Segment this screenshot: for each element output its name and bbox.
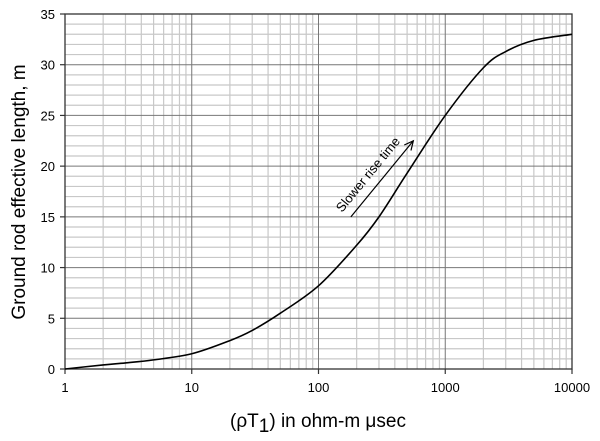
y-tick-label: 25 xyxy=(41,108,55,123)
arrowhead-icon xyxy=(404,139,415,151)
y-tick-label: 35 xyxy=(41,7,55,22)
y-tick-label: 0 xyxy=(48,362,55,377)
y-tick-label: 5 xyxy=(48,311,55,326)
x-axis-ticks: 1 10 100 1000 10000 xyxy=(61,369,590,395)
annotation-arrow xyxy=(350,140,414,218)
x-tick-label: 1 xyxy=(61,380,68,395)
x-tick-label: 100 xyxy=(308,380,330,395)
x-tick-label: 10000 xyxy=(554,380,590,395)
x-axis-title-suffix: ) in ohm-m μsec xyxy=(269,411,406,432)
x-axis-title-prefix: (ρT xyxy=(230,411,259,432)
y-tick-label: 10 xyxy=(41,261,55,276)
y-axis-title: Ground rod effective length, m xyxy=(9,64,30,319)
y-tick-label: 30 xyxy=(41,58,55,73)
x-tick-label: 10 xyxy=(185,380,199,395)
y-tick-label: 20 xyxy=(41,159,55,174)
major-grid xyxy=(65,14,572,369)
x-axis-title: (ρT1) in ohm-m μsec xyxy=(230,411,406,437)
x-tick-label: 1000 xyxy=(431,380,460,395)
y-tick-label: 15 xyxy=(41,210,55,225)
x-axis-title-subscript: 1 xyxy=(259,416,270,437)
y-axis-ticks: 0 5 10 15 20 25 30 35 xyxy=(41,7,65,377)
data-line xyxy=(64,33,573,370)
